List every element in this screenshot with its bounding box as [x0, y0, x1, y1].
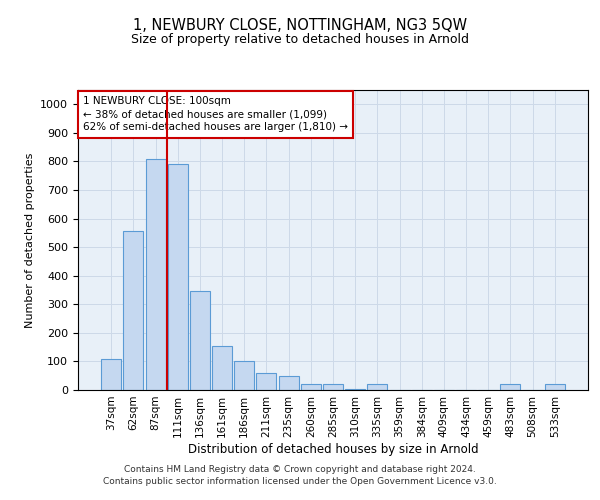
Bar: [323, 384, 343, 390]
Text: 1, NEWBURY CLOSE, NOTTINGHAM, NG3 5QW: 1, NEWBURY CLOSE, NOTTINGHAM, NG3 5QW: [133, 18, 467, 32]
Bar: [500, 384, 520, 390]
X-axis label: Distribution of detached houses by size in Arnold: Distribution of detached houses by size …: [188, 442, 478, 456]
Bar: [212, 346, 232, 390]
Text: Contains public sector information licensed under the Open Government Licence v3: Contains public sector information licen…: [103, 477, 497, 486]
Bar: [124, 232, 143, 390]
Y-axis label: Number of detached properties: Number of detached properties: [25, 152, 35, 328]
Bar: [234, 362, 254, 390]
Bar: [301, 384, 321, 390]
Bar: [146, 158, 166, 390]
Bar: [101, 358, 121, 390]
Bar: [278, 376, 299, 390]
Text: Size of property relative to detached houses in Arnold: Size of property relative to detached ho…: [131, 32, 469, 46]
Text: Contains HM Land Registry data © Crown copyright and database right 2024.: Contains HM Land Registry data © Crown c…: [124, 466, 476, 474]
Bar: [367, 384, 388, 390]
Bar: [345, 388, 365, 390]
Bar: [190, 292, 210, 390]
Bar: [256, 373, 277, 390]
Bar: [168, 164, 188, 390]
Bar: [545, 384, 565, 390]
Text: 1 NEWBURY CLOSE: 100sqm
← 38% of detached houses are smaller (1,099)
62% of semi: 1 NEWBURY CLOSE: 100sqm ← 38% of detache…: [83, 96, 348, 132]
